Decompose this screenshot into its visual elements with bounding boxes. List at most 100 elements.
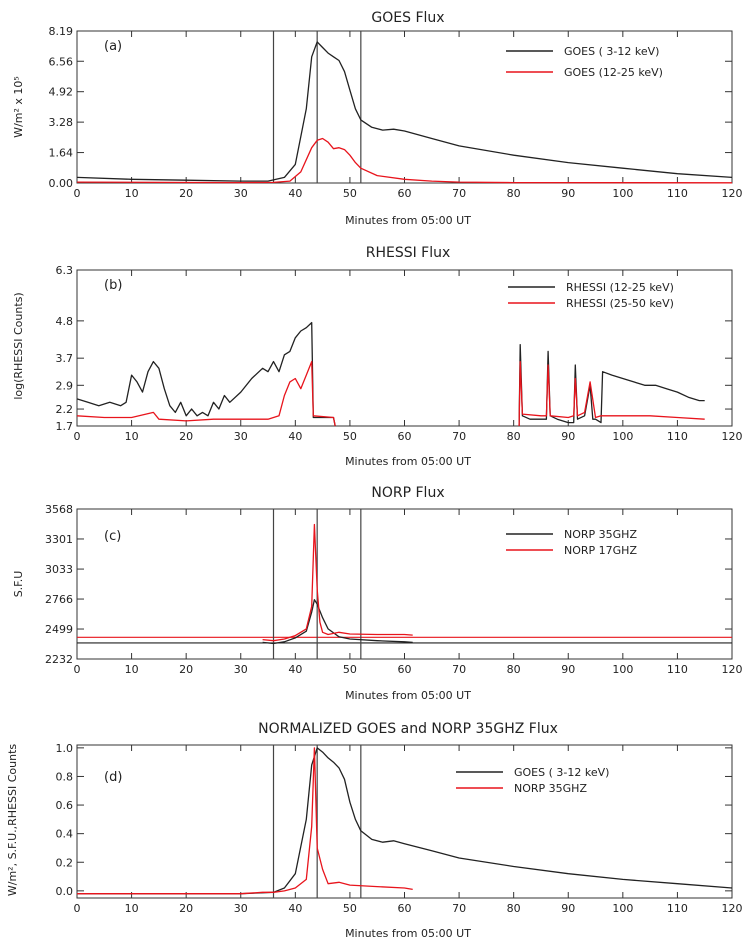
legend-norp-17-label: NORP 17GHZ [564, 544, 637, 557]
legend-d-norp-label: NORP 35GHZ [514, 782, 587, 795]
panel-b-series [76, 321, 705, 427]
panel-b: RHESSI Flux (b) 0 10 20 30 40 50 60 70 80 90 100 11… [12, 245, 743, 468]
x-tick-label: 100 [612, 902, 633, 915]
panel-a-legend: GOES ( 3-12 keV) GOES (12-25 keV) [506, 45, 663, 79]
x-tick-label: 40 [288, 430, 302, 443]
x-tick-label: 20 [179, 430, 193, 443]
x-tick-label: 120 [722, 663, 743, 676]
panel-a-xlabel: Minutes from 05:00 UT [345, 214, 471, 227]
panel-b-legend: RHESSI (12-25 keV) RHESSI (25-50 keV) [508, 281, 674, 310]
y-tick-label: 0.2 [56, 856, 74, 869]
x-tick-label: 50 [343, 902, 357, 915]
x-tick-label: 0 [74, 902, 81, 915]
x-tick-label: 70 [452, 902, 466, 915]
panel-a-letter: (a) [104, 39, 122, 54]
panel-a-ticks: 0 10 20 30 40 50 60 70 80 90 100 110 120 0.00 1.64 3.28… [49, 25, 743, 200]
x-tick-label: 90 [561, 663, 575, 676]
x-tick-label: 50 [343, 187, 357, 200]
y-tick-label: 3033 [45, 563, 73, 576]
x-tick-label: 110 [667, 663, 688, 676]
panel-d-series [77, 747, 733, 895]
x-tick-label: 110 [667, 187, 688, 200]
series-line-1 [76, 137, 733, 184]
x-tick-label: 20 [179, 187, 193, 200]
y-tick-label: 1.7 [56, 420, 74, 433]
x-tick-label: 70 [452, 430, 466, 443]
panel-b-ticks: 0 10 20 30 40 50 60 70 80 90 100 110 120 1.7 2.2 2.9 3.7… [56, 264, 743, 443]
x-tick-label: 20 [179, 902, 193, 915]
panel-c: NORP Flux (c) 0 10 20 30 40 50 60 70 80 90 100 110 1… [12, 485, 743, 702]
x-tick-label: 10 [125, 187, 139, 200]
x-tick-label: 80 [507, 187, 521, 200]
panel-d-title: NORMALIZED GOES and NORP 35GHZ Flux [258, 721, 558, 737]
x-tick-label: 80 [507, 663, 521, 676]
x-tick-label: 70 [452, 187, 466, 200]
x-tick-label: 50 [343, 430, 357, 443]
series-line-0 [76, 41, 733, 182]
x-tick-label: 120 [722, 430, 743, 443]
panel-c-letter: (c) [104, 529, 121, 544]
x-tick-label: 10 [125, 902, 139, 915]
y-tick-label: 3.28 [49, 116, 74, 129]
legend-rhessi-12-25-label: RHESSI (12-25 keV) [566, 281, 674, 294]
x-tick-label: 90 [561, 902, 575, 915]
x-tick-label: 120 [722, 902, 743, 915]
y-tick-label: 2232 [45, 653, 73, 666]
x-tick-label: 10 [125, 430, 139, 443]
panel-c-hlines [77, 636, 732, 644]
series-line-1 [76, 360, 336, 427]
x-tick-label: 40 [288, 902, 302, 915]
series-line-0 [262, 599, 413, 645]
y-tick-label: 6.3 [56, 264, 74, 277]
panel-d-ylabel: W/m², S.F.U.,RHESSI Counts [6, 744, 19, 897]
series-line-0 [77, 747, 733, 895]
panel-c-series [262, 523, 413, 645]
panel-c-xlabel: Minutes from 05:00 UT [345, 689, 471, 702]
y-tick-label: 3301 [45, 533, 73, 546]
x-tick-label: 30 [234, 902, 248, 915]
x-tick-label: 60 [398, 430, 412, 443]
panel-c-ylabel: S.F.U [12, 571, 25, 598]
series-line-1 [262, 523, 413, 642]
x-tick-label: 60 [398, 187, 412, 200]
x-tick-label: 90 [561, 430, 575, 443]
x-tick-label: 90 [561, 187, 575, 200]
legend-goes-12-25-label: GOES (12-25 keV) [564, 66, 663, 79]
panel-b-ylabel: log(RHESSI Counts) [12, 292, 25, 399]
panel-c-legend: NORP 35GHZ NORP 17GHZ [506, 528, 637, 557]
series-line-0 [76, 321, 336, 427]
y-tick-label: 2.2 [56, 403, 74, 416]
y-tick-label: 1.64 [49, 147, 74, 160]
panel-d-frame [76, 744, 733, 899]
y-tick-label: 3.7 [56, 352, 74, 365]
x-tick-label: 0 [74, 663, 81, 676]
panel-d: NORMALIZED GOES and NORP 35GHZ Flux (d) … [6, 721, 743, 940]
x-tick-label: 60 [398, 902, 412, 915]
x-tick-label: 40 [288, 663, 302, 676]
legend-norp-35-label: NORP 35GHZ [564, 528, 637, 541]
x-tick-label: 100 [612, 663, 633, 676]
legend-rhessi-25-50-label: RHESSI (25-50 keV) [566, 297, 674, 310]
y-tick-label: 0.8 [56, 770, 74, 783]
panel-c-ticks: 0 10 20 30 40 50 60 70 80 90 100 110 120 2232 2499 2766… [45, 503, 743, 676]
x-tick-label: 80 [507, 902, 521, 915]
x-tick-label: 20 [179, 663, 193, 676]
x-tick-label: 100 [612, 187, 633, 200]
y-tick-label: 6.56 [49, 55, 74, 68]
panel-d-letter: (d) [104, 770, 122, 785]
y-tick-label: 2766 [45, 593, 73, 606]
x-tick-label: 110 [667, 902, 688, 915]
x-tick-label: 0 [74, 187, 81, 200]
panel-c-title: NORP Flux [371, 485, 444, 501]
y-tick-label: 4.8 [56, 315, 74, 328]
y-tick-label: 0.0 [56, 885, 74, 898]
panel-b-xlabel: Minutes from 05:00 UT [345, 455, 471, 468]
x-tick-label: 50 [343, 663, 357, 676]
x-tick-label: 30 [234, 430, 248, 443]
panel-a: GOES Flux (a) 0 10 20 30 40 50 60 70 80 90 100 110 1… [12, 10, 743, 227]
x-tick-label: 60 [398, 663, 412, 676]
x-tick-label: 30 [234, 663, 248, 676]
panel-a-ylabel: W/m² x 10⁵ [12, 76, 25, 138]
x-tick-label: 120 [722, 187, 743, 200]
